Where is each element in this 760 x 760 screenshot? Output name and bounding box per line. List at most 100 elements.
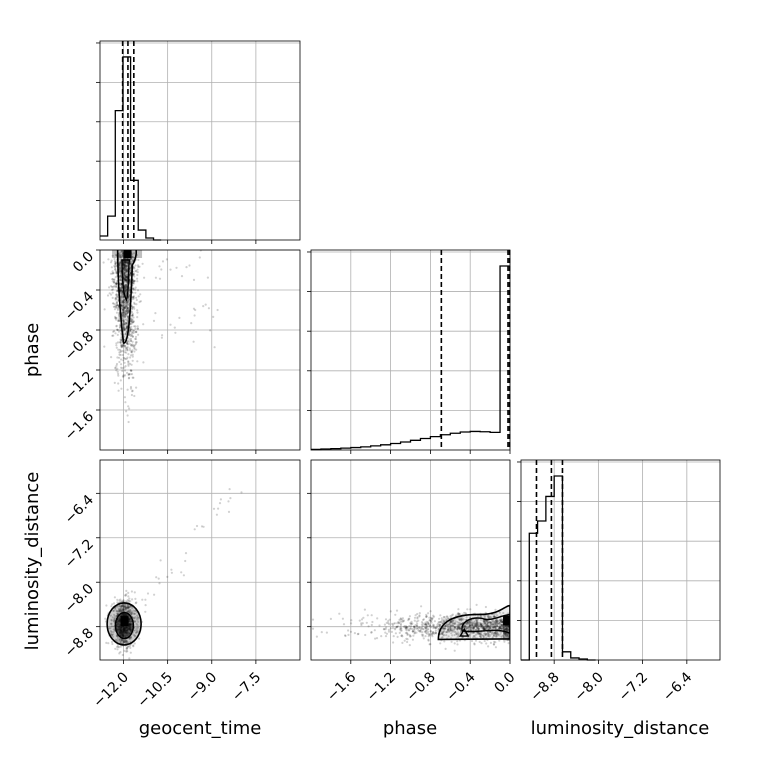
pair-geocent_time-luminosity_distance-sample-181 bbox=[125, 648, 128, 651]
pair-geocent_time-luminosity_distance-sample-909 bbox=[146, 592, 150, 595]
pair-geocent_time-luminosity_distance-sample-51 bbox=[116, 601, 119, 604]
pair-geocent_time-luminosity_distance-sample-192 bbox=[128, 618, 131, 621]
pair-phase-luminosity_distance-sample-376 bbox=[473, 621, 476, 624]
pair-geocent_time-phase-sample-490 bbox=[124, 293, 128, 296]
pair-geocent_time-phase-sample-229 bbox=[116, 328, 119, 331]
pair-phase-luminosity_distance-sample-440 bbox=[456, 625, 459, 628]
pair-geocent_time-luminosity_distance-sample-717 bbox=[128, 624, 131, 627]
pair-geocent_time-phase-sample-1323 bbox=[131, 349, 134, 352]
pair-phase-luminosity_distance-sample-680 bbox=[432, 631, 435, 634]
pair-geocent_time-phase-sample-776 bbox=[130, 363, 133, 366]
pair-geocent_time-phase-sample-523 bbox=[119, 279, 122, 282]
pair-geocent_time-luminosity_distance-sample-453 bbox=[118, 608, 121, 611]
pair-phase-luminosity_distance-sample-1140 bbox=[454, 623, 457, 626]
pair-geocent_time-phase-sample-1425 bbox=[206, 276, 209, 279]
pair-phase-luminosity_distance-sample-701 bbox=[449, 629, 452, 632]
pair-geocent_time-phase-sample-787 bbox=[130, 369, 133, 372]
pair-geocent_time-luminosity_distance-sample-199 bbox=[134, 620, 137, 623]
pair-geocent_time-luminosity_distance-sample-84 bbox=[122, 634, 125, 637]
pair-geocent_time-phase-sample-980 bbox=[131, 335, 134, 338]
pair-phase-luminosity_distance-sample-623 bbox=[419, 630, 422, 633]
pair-geocent_time-luminosity_distance-sample-590 bbox=[121, 605, 124, 608]
pair-phase-luminosity_distance-sample-308 bbox=[503, 631, 506, 635]
pair-phase-luminosity_distance-sample-981 bbox=[434, 626, 437, 630]
pair-phase-luminosity_distance-sample-566 bbox=[472, 635, 475, 638]
pair-geocent_time-luminosity_distance-sample-751 bbox=[118, 638, 121, 641]
pair-geocent_time-luminosity_distance-sample-335 bbox=[117, 610, 120, 613]
pair-geocent_time-luminosity_distance-sample-910 bbox=[217, 507, 220, 510]
pair-geocent_time-luminosity_distance-sample-540 bbox=[123, 628, 126, 631]
pair-geocent_time-phase-sample-1380 bbox=[129, 257, 132, 260]
pair-geocent_time-luminosity_distance-sample-520 bbox=[122, 627, 125, 631]
pair-phase-luminosity_distance-sample-944 bbox=[347, 629, 350, 632]
pair-phase-luminosity_distance-sample-317 bbox=[469, 624, 472, 627]
pair-geocent_time-phase-sample-723 bbox=[120, 289, 123, 292]
pair-phase-luminosity_distance-sample-813 bbox=[402, 625, 406, 628]
pair-geocent_time-phase-sample-91 bbox=[125, 261, 128, 264]
pair-geocent_time-luminosity_distance-sample-42 bbox=[117, 628, 120, 631]
pair-phase-luminosity_distance-sample-90 bbox=[427, 622, 430, 625]
pair-geocent_time-phase-sample-873 bbox=[133, 350, 136, 353]
pair-phase-luminosity_distance-sample-123 bbox=[393, 622, 396, 625]
pair-phase-luminosity_distance-sample-179 bbox=[429, 624, 432, 627]
pair-geocent_time-luminosity_distance-sample-821 bbox=[128, 625, 131, 628]
pair-phase-luminosity_distance-sample-1007 bbox=[449, 615, 452, 618]
pair-geocent_time-luminosity_distance-sample-599 bbox=[124, 634, 127, 637]
pair-geocent_time-luminosity_distance-sample-728 bbox=[130, 612, 133, 615]
pair-geocent_time-phase-sample-974 bbox=[123, 286, 126, 290]
pair-phase-luminosity_distance-sample-969 bbox=[434, 627, 437, 630]
pair-phase-luminosity_distance-sample-609 bbox=[458, 624, 461, 627]
pair-geocent_time-phase-sample-661 bbox=[123, 315, 127, 318]
pair-geocent_time-phase-sample-1189 bbox=[133, 301, 136, 304]
pair-phase-luminosity_distance-sample-86 bbox=[405, 626, 408, 629]
pair-phase-luminosity_distance-sample-161 bbox=[498, 626, 502, 629]
pair-geocent_time-luminosity_distance-sample-472 bbox=[119, 640, 122, 643]
pair-phase-luminosity_distance-sample-787 bbox=[444, 625, 447, 628]
pair-geocent_time-phase-sample-1006 bbox=[122, 276, 125, 279]
pair-geocent_time-phase-sample-250 bbox=[122, 356, 125, 359]
pair-geocent_time-luminosity_distance-sample-549 bbox=[123, 613, 127, 616]
pair-geocent_time-phase-sample-1190 bbox=[125, 276, 128, 279]
pair-phase-luminosity_distance-sample-253 bbox=[497, 626, 500, 629]
pair-geocent_time-luminosity_distance-sample-888 bbox=[116, 648, 119, 651]
pair-geocent_time-luminosity_distance-sample-369 bbox=[119, 630, 122, 633]
pair-geocent_time-phase-sample-188 bbox=[124, 289, 128, 292]
pair-phase-luminosity_distance-sample-33 bbox=[409, 635, 412, 638]
pair-geocent_time-phase-sample-1 bbox=[123, 312, 126, 315]
pair-geocent_time-luminosity_distance-sample-217 bbox=[125, 632, 128, 635]
pair-geocent_time-luminosity_distance-sample-353 bbox=[136, 618, 139, 621]
pair-phase-luminosity_distance-sample-1068 bbox=[491, 619, 494, 622]
pair-geocent_time-phase-sample-1180 bbox=[130, 333, 133, 336]
pair-phase-luminosity_distance-sample-1051 bbox=[425, 624, 429, 628]
pair-phase-luminosity_distance-sample-498 bbox=[364, 633, 367, 637]
pair-geocent_time-luminosity_distance-sample-196 bbox=[117, 626, 120, 629]
pair-geocent_time-phase-sample-900 bbox=[136, 277, 139, 280]
pair-geocent_time-phase-sample-413 bbox=[123, 257, 126, 260]
pair-geocent_time-luminosity_distance-sample-569 bbox=[120, 605, 124, 608]
pair-geocent_time-phase-sample-598 bbox=[122, 323, 125, 326]
pair-phase-luminosity_distance-sample-419 bbox=[400, 634, 403, 638]
pair-phase-luminosity_distance-sample-226 bbox=[424, 631, 428, 634]
pair-geocent_time-luminosity_distance-sample-330 bbox=[129, 623, 132, 626]
pair-geocent_time-phase-sample-735 bbox=[119, 258, 122, 261]
pair-phase-luminosity_distance-sample-2 bbox=[421, 628, 424, 631]
pair-geocent_time-luminosity_distance-sample-571 bbox=[121, 632, 124, 635]
pair-geocent_time-luminosity_distance-sample-404 bbox=[118, 609, 121, 613]
pair-geocent_time-phase-sample-435 bbox=[116, 356, 119, 359]
pair-geocent_time-phase-sample-1401 bbox=[160, 268, 163, 271]
pair-phase-luminosity_distance-sample-1111 bbox=[500, 628, 503, 631]
pair-phase-luminosity_distance-sample-215 bbox=[448, 622, 452, 625]
pair-geocent_time-phase-sample-28 bbox=[129, 328, 132, 331]
pair-phase-luminosity_distance-sample-862 bbox=[487, 633, 490, 636]
pair-geocent_time-phase-sample-218 bbox=[126, 299, 130, 303]
pair-geocent_time-luminosity_distance-sample-867 bbox=[125, 589, 128, 593]
pair-geocent_time-luminosity_distance-sample-163 bbox=[116, 635, 119, 638]
pair-phase-luminosity_distance-sample-471 bbox=[494, 626, 497, 629]
pair-phase-luminosity_distance-sample-848 bbox=[487, 627, 490, 631]
pair-geocent_time-phase-sample-777 bbox=[119, 288, 122, 291]
pair-geocent_time-phase-sample-1077 bbox=[133, 347, 136, 350]
pair-phase-luminosity_distance-sample-697 bbox=[484, 632, 487, 635]
pair-phase-luminosity_distance-sample-48 bbox=[501, 619, 504, 622]
pair-geocent_time-luminosity_distance-sample-267 bbox=[126, 607, 129, 610]
pair-geocent_time-phase-sample-727 bbox=[132, 280, 135, 283]
